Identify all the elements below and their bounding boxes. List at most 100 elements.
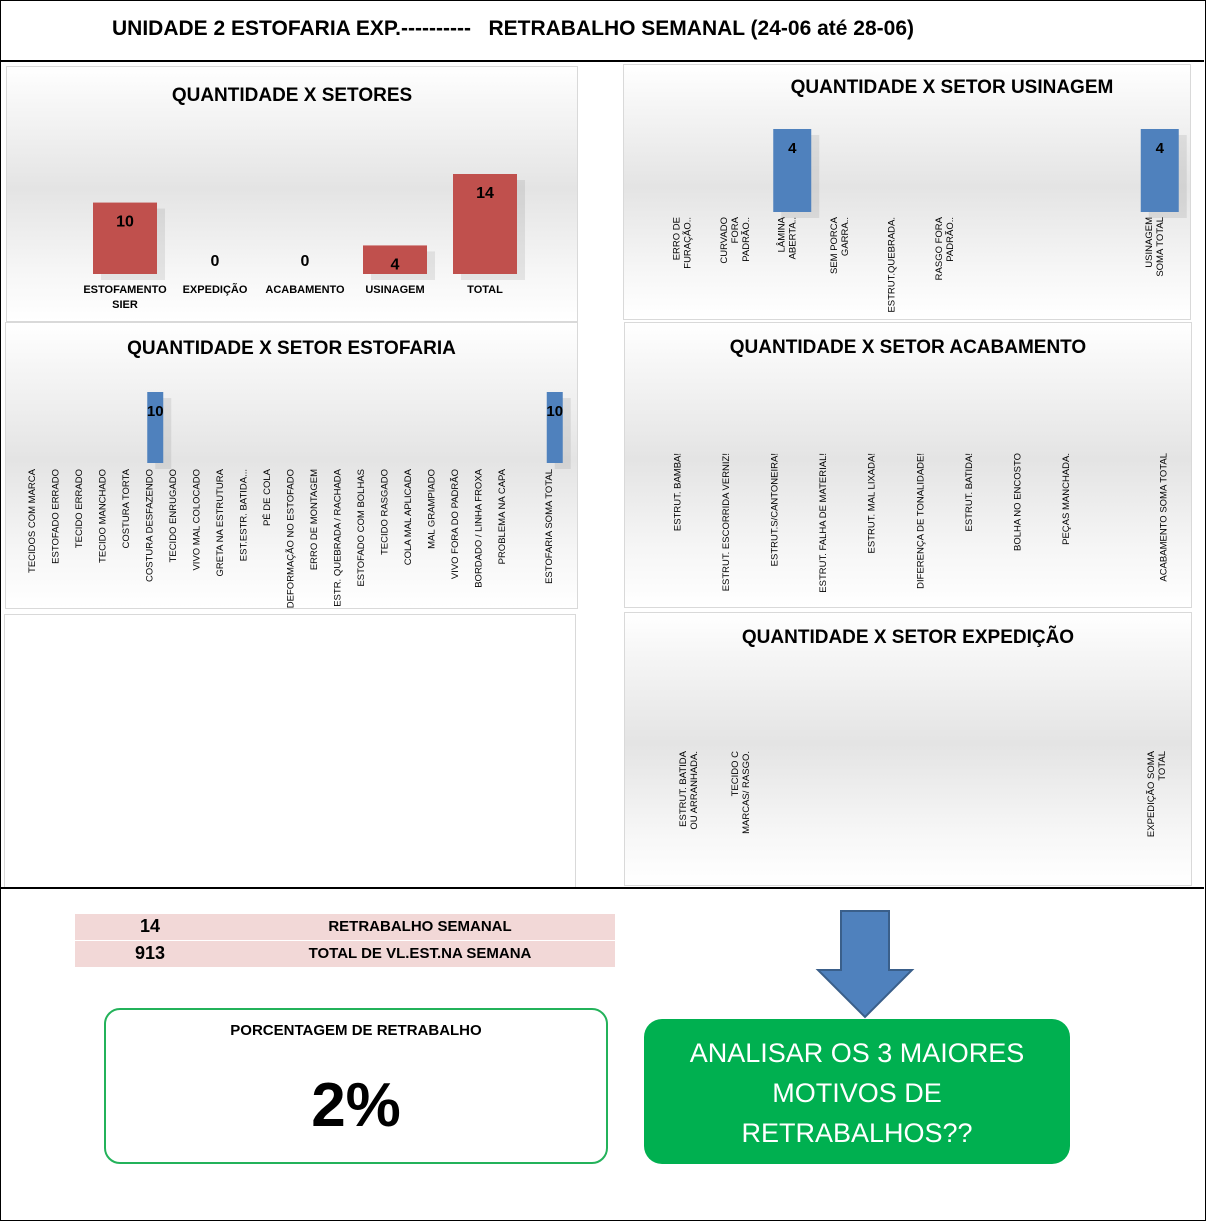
data-label: 10 xyxy=(546,403,563,420)
tick-label: BORDADO / LINHA FROXA xyxy=(473,468,484,587)
data-label: 10 xyxy=(147,403,164,420)
tick-label: ESTRUT. BAMBA! xyxy=(672,453,683,531)
chart-usinagem-plot: ERRO DE FURAÇÃO.. CURVADO FORA PADRÃO..4LÂMI… xyxy=(671,129,1187,313)
chart-title: QUANTIDADE X SETORES xyxy=(171,85,413,106)
tick-label: MAL GRAMPIADO xyxy=(426,469,437,549)
tick-label: COSTURA DESFAZENDO xyxy=(144,469,155,582)
tick-label-line: FORA xyxy=(730,216,741,243)
tick-label: EXPEDIÇÃO SOMA TOTAL xyxy=(1146,750,1168,837)
tick-label: CURVADO FORA PADRÃO.. xyxy=(719,216,752,263)
tick-label-line: ERRO DE MONTAGEM xyxy=(309,469,320,570)
tick-label-line: ESTOFADO COM BOLHAS xyxy=(356,469,367,587)
action-box: ANALISAR OS 3 MAIORES MOTIVOS DE RETRABA… xyxy=(644,1019,1070,1164)
bar xyxy=(1140,129,1179,212)
tick-label: VIVO MAL COLOCADO xyxy=(191,469,202,571)
down-arrow-icon xyxy=(815,910,915,1019)
tick-label-line: PADRÃO.. xyxy=(741,217,752,262)
chart-estofaria-plot: TECIDOS COM MARCA ESTOFADO ERRADO TECIDO E… xyxy=(27,392,571,608)
tick-label: ACABAMENTO SOMA TOTAL xyxy=(1158,453,1169,582)
percentage-caption: PORCENTAGEM DE RETRABALHO xyxy=(230,1022,482,1039)
tick-label: TECIDO MANCHADO xyxy=(97,469,108,563)
tick-label-line: ESTRUT. MAL LIXADA! xyxy=(867,453,878,553)
tick-label-line: BORDADO / LINHA FROXA xyxy=(473,468,484,587)
page-title: UNIDADE 2 ESTOFARIA EXP.---------- RETRA… xyxy=(112,17,914,40)
chart-estofaria[interactable]: QUANTIDADE X SETOR ESTOFARIA TECIDOS COM… xyxy=(5,322,578,609)
tick-label-line: MAL GRAMPIADO xyxy=(426,469,437,549)
chart-setores[interactable]: QUANTIDADE X SETORES 10 ESTOFAMENTO SIER 0 E… xyxy=(6,66,578,322)
tick-label-line: VIVO FORA DO PADRÃO xyxy=(450,469,461,579)
tick-label-line: TECIDO C xyxy=(730,751,741,797)
tick-label-line: ESTRUT. BATIDA! xyxy=(964,453,975,531)
tick-label: GRETA NA ESTRUTURA xyxy=(215,468,226,576)
tick-label-line: OU ARRANHADA. xyxy=(689,751,700,830)
tick-label: COSTURA TORTA xyxy=(121,468,132,548)
tick-label: PÉ DE COLA xyxy=(262,468,273,526)
chart-acabamento[interactable]: QUANTIDADE X SETOR ACABAMENTO ESTRUT. BA… xyxy=(624,322,1192,608)
tick-label: ERRO DE FURAÇÃO.. xyxy=(671,217,693,269)
tick-label: RASGO FORA PADRÃO.. xyxy=(934,216,956,280)
chart-setores-plot: 10 ESTOFAMENTO SIER 0 EXPEDIÇÃO 0 ACABAMENTO 4 U… xyxy=(83,174,525,311)
tick-label-line: COLA MAL APLICADA xyxy=(403,468,414,565)
bar xyxy=(93,202,157,274)
tick-label-line: ESTRUT. BAMBA! xyxy=(672,453,683,531)
tick-label-line: ESTRUT. BATIDA xyxy=(678,750,689,826)
tick-label: ESTRUT. BATIDA! xyxy=(964,453,975,531)
tick-label-line: PROBLEMA NA CAPA xyxy=(497,468,508,564)
summary-value: 14 xyxy=(139,916,161,936)
chart-expedicao-plot: ESTRUT. BATIDA OU ARRANHADA. TECIDO C MARCA… xyxy=(678,750,1168,837)
tick-label-line: SOMA TOTAL xyxy=(1155,217,1166,277)
chart-expedicao[interactable]: QUANTIDADE X SETOR EXPEDIÇÃO ESTRUT. BAT… xyxy=(624,612,1192,886)
bar xyxy=(147,392,164,463)
tick-label-line: EST.ESTR. BATIDA... xyxy=(238,469,249,561)
tick-label: ERRO DE MONTAGEM xyxy=(309,469,320,570)
tick-label-line: BOLHA NO ENCOSTO xyxy=(1013,453,1024,551)
tick-label-line: PADRÃO.. xyxy=(945,217,956,262)
data-label: 0 xyxy=(211,253,220,270)
tick-label: ESTOFADO COM BOLHAS xyxy=(356,469,367,587)
chart-usinagem[interactable]: QUANTIDADE X SETOR USINAGEM ERRO DE FURAÇ… xyxy=(623,64,1191,320)
percentage-value: 2% xyxy=(311,1071,401,1140)
tick-label: ESTOFADO ERRADO xyxy=(50,469,61,564)
summary-label: RETRABALHO SEMANAL xyxy=(328,918,512,935)
tick-label: LÂMINA ABERTA.. xyxy=(776,216,798,259)
tick-label-line: DIFERENÇA DE TONALIDADE! xyxy=(915,453,926,589)
tick-label-line: EXPEDIÇÃO SOMA xyxy=(1146,750,1157,837)
tick-label-line: RASGO FORA xyxy=(934,216,945,280)
tick-label-line: ESTR. QUEBRADA / RACHADA xyxy=(332,468,343,606)
data-label: 4 xyxy=(788,140,797,157)
bar xyxy=(363,245,427,274)
tick-label-line: ESTRUT. FALHA DE MATERIAL! xyxy=(818,453,829,593)
summary-row-weekly-rework: 14 RETRABALHO SEMANAL xyxy=(75,914,615,940)
tick-label: DIFERENÇA DE TONALIDADE! xyxy=(915,453,926,589)
summary-value: 913 xyxy=(134,943,166,963)
tick-label-line: ERRO DE xyxy=(671,217,682,260)
tick-label-line: ESTRUT.S/CANTONEIRA! xyxy=(770,453,781,566)
tick-label: ESTOFARIA SOMA TOTAL xyxy=(544,469,555,584)
chart-title: QUANTIDADE X SETOR ESTOFARIA xyxy=(127,338,456,359)
tick-label: SEM PORCA GARRA.. xyxy=(829,216,851,274)
tick-label: PEÇAS MANCHADA. xyxy=(1061,453,1072,545)
tick-label: ESTRUT. FALHA DE MATERIAL! xyxy=(818,453,829,593)
chart-acabamento-plot: ESTRUT. BAMBA! ESTRUT. ESCORRIDA VERNIZ! E… xyxy=(672,453,1169,593)
data-label: 4 xyxy=(1156,140,1165,157)
tick-label: ESTRUT. MAL LIXADA! xyxy=(867,453,878,553)
tick-label-line: ESTOFARIA SOMA TOTAL xyxy=(544,469,555,584)
tick-label: TECIDO ENRUGADO xyxy=(168,469,179,562)
tick-label-line: USINAGEM xyxy=(1144,217,1155,268)
tick-label-line: VIVO MAL COLOCADO xyxy=(191,469,202,571)
tick-label: ESTOFAMENTO xyxy=(83,284,167,296)
chart-title: QUANTIDADE X SETOR ACABAMENTO xyxy=(729,337,1087,358)
tick-label-line: PÉ DE COLA xyxy=(262,468,273,526)
tick-label: PROBLEMA NA CAPA xyxy=(497,468,508,564)
tick-label-line: TECIDO ENRUGADO xyxy=(168,469,179,562)
tick-label-line: COSTURA DESFAZENDO xyxy=(144,469,155,582)
tick-label: TECIDO RASGADO xyxy=(379,469,390,555)
tick-label-line: MARCAS/ RASGO. xyxy=(741,751,752,834)
rework-percentage-box: PORCENTAGEM DE RETRABALHO 2% xyxy=(104,1008,608,1164)
data-label: 14 xyxy=(476,185,494,202)
tick-label-line: TECIDO MANCHADO xyxy=(97,469,108,563)
tick-label-line: CURVADO xyxy=(719,217,730,264)
tick-label: ESTR. QUEBRADA / RACHADA xyxy=(332,468,343,606)
chart-title: QUANTIDADE X SETOR EXPEDIÇÃO xyxy=(741,627,1075,648)
tick-label: USINAGEM xyxy=(365,284,424,296)
